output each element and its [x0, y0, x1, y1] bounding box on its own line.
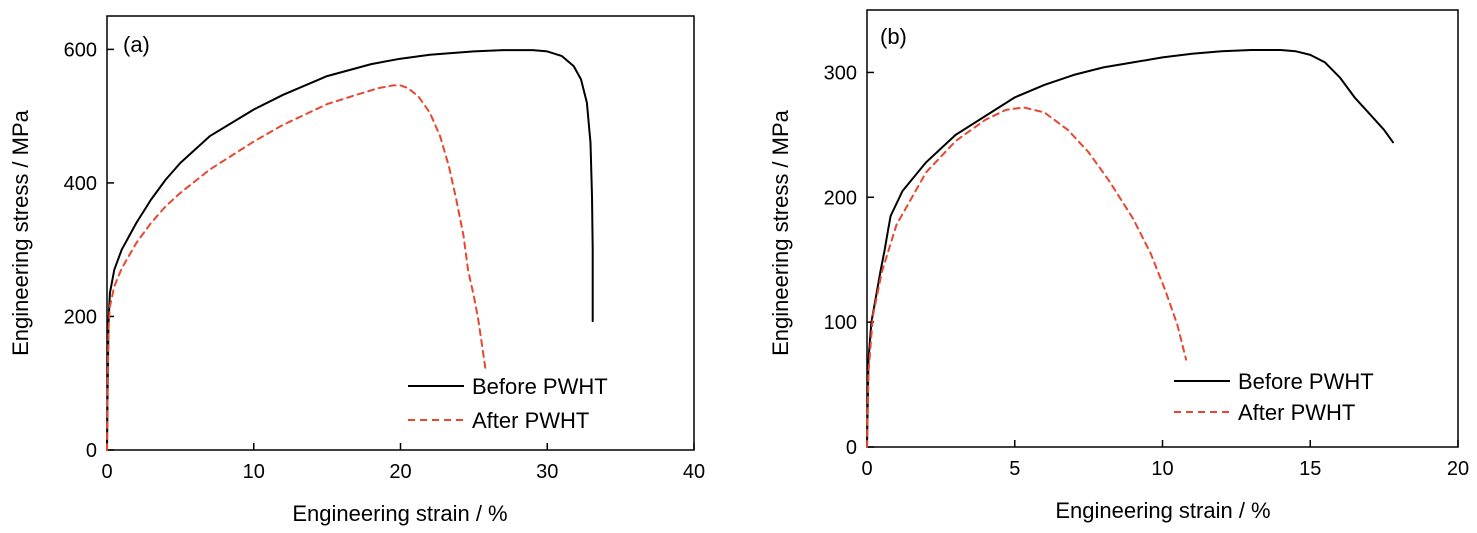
panel-b-y-tick-label: 300 [824, 62, 857, 84]
panel-b-label: (b) [880, 24, 907, 49]
panel-a-y-axis-title: Engineering stress / MPa [8, 109, 33, 356]
panel-a-y-tick-label: 600 [64, 39, 97, 61]
panel-a: (a) Engineering strain / % Engineering s… [8, 15, 706, 526]
panel-a-y-tick-label: 0 [86, 440, 97, 462]
panel-b-x-tick-label: 15 [1299, 458, 1321, 480]
panel-a-x-tick-label: 40 [683, 461, 705, 483]
panel-a-x-tick-label: 0 [101, 461, 112, 483]
panel-a-series-line-before-pwht [106, 49, 594, 451]
panel-a-series-line-after-pwht [106, 84, 487, 451]
panel-b-y-tick-label: 100 [824, 312, 857, 334]
panel-a-x-tick-label: 20 [389, 461, 411, 483]
panel-b-x-tick-label: 10 [1151, 458, 1173, 480]
panel-b: (b) Engineering strain / % Engineering s… [768, 9, 1470, 523]
panel-b-series-line-before-pwht [866, 49, 1394, 448]
panel-b-y-axis-title: Engineering stress / MPa [768, 109, 793, 356]
panel-a-x-tick-label: 30 [536, 461, 558, 483]
panel-b-x-tick-label: 20 [1447, 458, 1469, 480]
panel-b-series [866, 49, 1394, 448]
panel-a-legend-label-after: After PWHT [472, 408, 589, 433]
panel-b-x-tick-label: 0 [861, 458, 872, 480]
panel-a-legend: Before PWHT After PWHT [408, 374, 608, 433]
panel-a-series [106, 49, 594, 451]
panel-b-y-tick-label: 200 [824, 187, 857, 209]
panel-b-y-tick-label: 0 [846, 437, 857, 459]
panel-b-x-axis-title: Engineering strain / % [1055, 498, 1270, 523]
panel-a-label: (a) [123, 32, 150, 57]
panel-a-y-tick-label: 400 [64, 173, 97, 195]
panel-a-x-axis-title: Engineering strain / % [292, 501, 507, 526]
panel-b-legend-label-before: Before PWHT [1238, 369, 1374, 394]
panel-a-x-tick-label: 10 [243, 461, 265, 483]
panel-b-legend-label-after: After PWHT [1238, 400, 1355, 425]
panel-a-y-tick-label: 200 [64, 306, 97, 328]
panel-b-legend: Before PWHT After PWHT [1174, 369, 1374, 425]
panel-b-x-tick-label: 5 [1009, 458, 1020, 480]
panel-b-series-line-after-pwht [866, 106, 1188, 448]
panel-a-legend-label-before: Before PWHT [472, 374, 608, 399]
